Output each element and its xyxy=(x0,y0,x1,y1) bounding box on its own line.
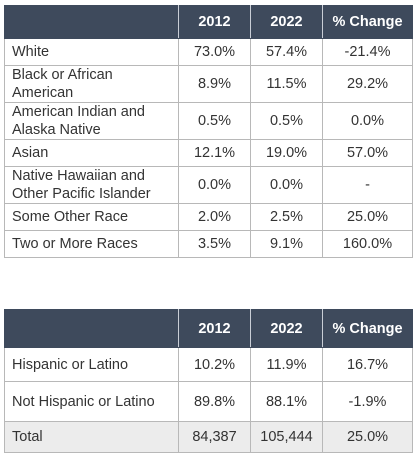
ethnicity-table: 2012 2022 % Change Hispanic or Latino 10.… xyxy=(4,309,413,453)
value-2012: 84,387 xyxy=(178,421,251,453)
value-2022: 9.1% xyxy=(250,230,323,258)
table-header-row: 2012 2022 % Change xyxy=(4,309,413,348)
table-row: Some Other Race 2.0% 2.5% 25.0% xyxy=(4,203,413,231)
value-2012: 0.5% xyxy=(178,102,251,140)
row-label: American Indian and Alaska Native xyxy=(4,102,179,140)
value-percent-change: - xyxy=(322,166,413,204)
value-percent-change: 57.0% xyxy=(322,139,413,167)
row-label: Hispanic or Latino xyxy=(4,347,179,382)
value-2012: 0.0% xyxy=(178,166,251,204)
header-blank-cell xyxy=(4,5,179,39)
row-label: Some Other Race xyxy=(4,203,179,231)
table-row: Hispanic or Latino 10.2% 11.9% 16.7% xyxy=(4,347,413,382)
value-percent-change: -21.4% xyxy=(322,38,413,66)
value-2022: 57.4% xyxy=(250,38,323,66)
value-2012: 10.2% xyxy=(178,347,251,382)
header-2012: 2012 xyxy=(178,5,251,39)
row-label: White xyxy=(4,38,179,66)
value-2022: 11.5% xyxy=(250,65,323,103)
value-2022: 0.5% xyxy=(250,102,323,140)
header-blank-cell xyxy=(4,309,179,348)
value-percent-change: 0.0% xyxy=(322,102,413,140)
row-label: Black or African American xyxy=(4,65,179,103)
header-2012: 2012 xyxy=(178,309,251,348)
value-2022: 19.0% xyxy=(250,139,323,167)
table-row: Not Hispanic or Latino 89.8% 88.1% -1.9% xyxy=(4,381,413,422)
value-percent-change: 160.0% xyxy=(322,230,413,258)
row-label: Total xyxy=(4,421,179,453)
value-2012: 73.0% xyxy=(178,38,251,66)
table-header-row: 2012 2022 % Change xyxy=(4,5,413,39)
table-row: Asian 12.1% 19.0% 57.0% xyxy=(4,139,413,167)
row-label: Asian xyxy=(4,139,179,167)
header-percent-change: % Change xyxy=(322,5,413,39)
race-table: 2012 2022 % Change White 73.0% 57.4% -21.4%… xyxy=(4,5,413,258)
row-label: Not Hispanic or Latino xyxy=(4,381,179,422)
table-row: Black or African American 8.9% 11.5% 29.2% xyxy=(4,65,413,103)
value-2012: 89.8% xyxy=(178,381,251,422)
table-row: White 73.0% 57.4% -21.4% xyxy=(4,38,413,66)
value-percent-change: -1.9% xyxy=(322,381,413,422)
value-2012: 8.9% xyxy=(178,65,251,103)
table-row: American Indian and Alaska Native 0.5% 0.5… xyxy=(4,102,413,140)
value-2012: 3.5% xyxy=(178,230,251,258)
value-2012: 12.1% xyxy=(178,139,251,167)
value-percent-change: 25.0% xyxy=(322,203,413,231)
value-percent-change: 29.2% xyxy=(322,65,413,103)
header-2022: 2022 xyxy=(250,5,323,39)
header-percent-change: % Change xyxy=(322,309,413,348)
value-2022: 88.1% xyxy=(250,381,323,422)
value-2012: 2.0% xyxy=(178,203,251,231)
value-percent-change: 25.0% xyxy=(322,421,413,453)
table-row: Native Hawaiian and Other Pacific Island… xyxy=(4,166,413,204)
value-2022: 2.5% xyxy=(250,203,323,231)
header-2022: 2022 xyxy=(250,309,323,348)
total-row: Total 84,387 105,444 25.0% xyxy=(4,421,413,453)
value-percent-change: 16.7% xyxy=(322,347,413,382)
value-2022: 105,444 xyxy=(250,421,323,453)
row-label: Two or More Races xyxy=(4,230,179,258)
table-row: Two or More Races 3.5% 9.1% 160.0% xyxy=(4,230,413,258)
value-2022: 0.0% xyxy=(250,166,323,204)
value-2022: 11.9% xyxy=(250,347,323,382)
row-label: Native Hawaiian and Other Pacific Island… xyxy=(4,166,179,204)
